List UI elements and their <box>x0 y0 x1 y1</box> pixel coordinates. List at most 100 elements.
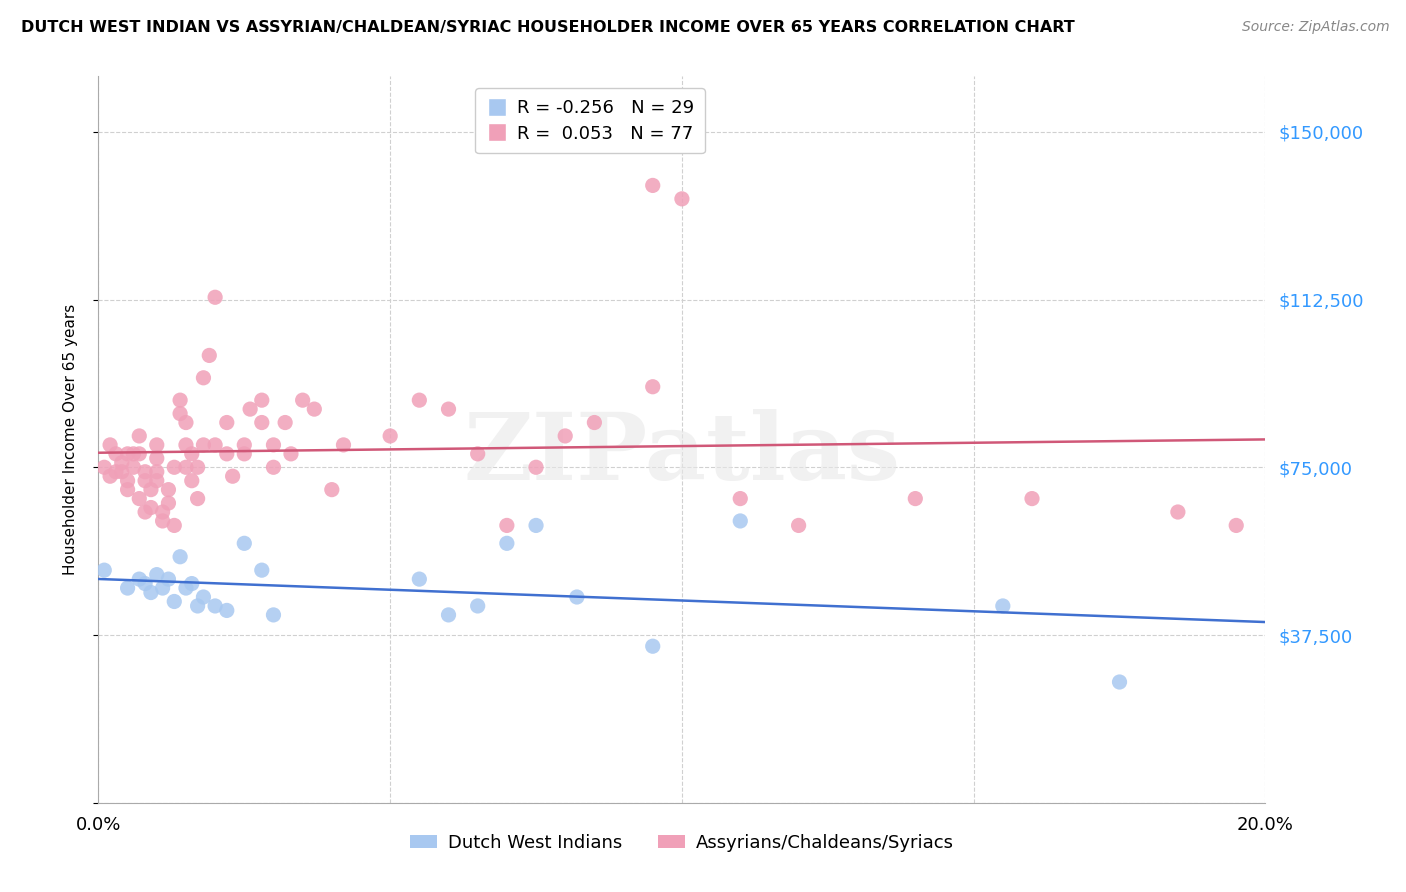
Point <box>174 581 197 595</box>
Point <box>146 474 169 488</box>
Point <box>180 474 202 488</box>
Point <box>146 465 169 479</box>
Point <box>111 465 134 479</box>
Text: DUTCH WEST INDIAN VS ASSYRIAN/CHALDEAN/SYRIAC HOUSEHOLDER INCOME OVER 65 YEARS C: DUTCH WEST INDIAN VS ASSYRIAN/CHALDEAN/S… <box>21 20 1074 35</box>
Point <box>467 447 489 461</box>
Point <box>262 607 284 622</box>
Point <box>128 491 150 506</box>
Point <box>332 438 354 452</box>
Point <box>204 438 226 452</box>
Point <box>193 371 215 385</box>
Point <box>157 483 180 497</box>
Point <box>524 460 547 475</box>
Point <box>583 416 606 430</box>
Point <box>233 536 256 550</box>
Point <box>1225 518 1247 533</box>
Point <box>180 447 202 461</box>
Point <box>174 460 197 475</box>
Point <box>1167 505 1189 519</box>
Point <box>671 192 693 206</box>
Point <box>554 429 576 443</box>
Point <box>93 563 115 577</box>
Legend: Dutch West Indians, Assyrians/Chaldeans/Syriacs: Dutch West Indians, Assyrians/Chaldeans/… <box>402 827 962 859</box>
Point <box>496 536 519 550</box>
Point <box>98 438 121 452</box>
Point <box>174 416 197 430</box>
Point <box>730 514 752 528</box>
Point <box>187 491 209 506</box>
Point <box>128 572 150 586</box>
Point <box>280 447 302 461</box>
Point <box>98 469 121 483</box>
Point <box>565 590 588 604</box>
Point <box>146 438 169 452</box>
Point <box>1021 491 1043 506</box>
Point <box>496 518 519 533</box>
Point <box>408 572 430 586</box>
Point <box>134 465 156 479</box>
Point <box>117 447 139 461</box>
Point <box>117 581 139 595</box>
Point <box>139 500 162 515</box>
Point <box>204 290 226 304</box>
Point <box>408 393 430 408</box>
Point <box>215 416 238 430</box>
Point <box>250 563 273 577</box>
Point <box>904 491 927 506</box>
Point <box>104 465 127 479</box>
Point <box>169 549 191 564</box>
Point <box>193 590 215 604</box>
Point <box>641 178 664 193</box>
Point <box>524 518 547 533</box>
Point <box>193 438 215 452</box>
Point <box>169 407 191 421</box>
Point <box>991 599 1014 613</box>
Point <box>157 496 180 510</box>
Point <box>437 607 460 622</box>
Point <box>198 348 221 362</box>
Point <box>163 594 186 608</box>
Point <box>437 402 460 417</box>
Point <box>152 581 174 595</box>
Point <box>139 483 162 497</box>
Point <box>152 514 174 528</box>
Point <box>641 380 664 394</box>
Point <box>250 393 273 408</box>
Point <box>291 393 314 408</box>
Point <box>174 438 197 452</box>
Point <box>221 469 243 483</box>
Point <box>93 460 115 475</box>
Point <box>187 460 209 475</box>
Point <box>163 518 186 533</box>
Point <box>730 491 752 506</box>
Point <box>134 576 156 591</box>
Text: ZIPatlas: ZIPatlas <box>464 409 900 499</box>
Point <box>128 429 150 443</box>
Point <box>146 567 169 582</box>
Point <box>215 603 238 617</box>
Point <box>274 416 297 430</box>
Point <box>163 460 186 475</box>
Text: Source: ZipAtlas.com: Source: ZipAtlas.com <box>1241 20 1389 34</box>
Point <box>104 447 127 461</box>
Point <box>180 576 202 591</box>
Point <box>128 447 150 461</box>
Point <box>787 518 810 533</box>
Point <box>111 456 134 470</box>
Point <box>233 438 256 452</box>
Point <box>204 599 226 613</box>
Point <box>239 402 262 417</box>
Point <box>262 438 284 452</box>
Point <box>380 429 402 443</box>
Point <box>321 483 343 497</box>
Point <box>467 599 489 613</box>
Point <box>1108 675 1130 690</box>
Point <box>233 447 256 461</box>
Point <box>117 474 139 488</box>
Point <box>139 585 162 599</box>
Point <box>187 599 209 613</box>
Point <box>134 474 156 488</box>
Point <box>250 416 273 430</box>
Point <box>134 505 156 519</box>
Point <box>146 451 169 466</box>
